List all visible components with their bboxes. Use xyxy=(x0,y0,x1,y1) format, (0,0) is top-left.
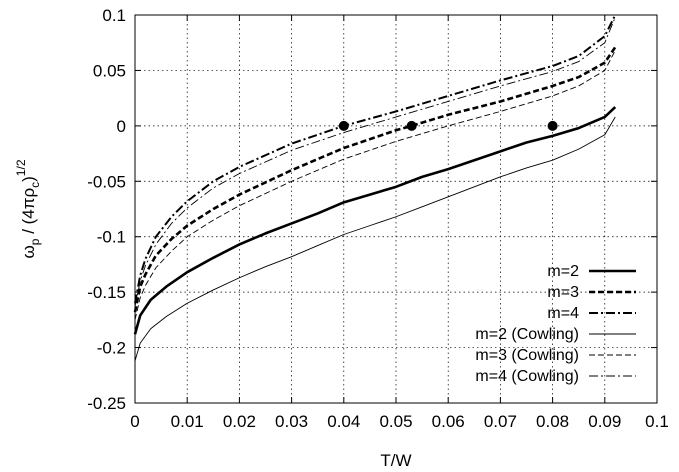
x-tick-label: 0.03 xyxy=(275,412,308,431)
x-tick-label: 0.07 xyxy=(484,412,517,431)
x-tick-label: 0 xyxy=(130,412,139,431)
data-point-marker xyxy=(547,120,558,131)
x-tick-label: 0.06 xyxy=(432,412,465,431)
series-line-2 xyxy=(133,46,617,313)
series-lines xyxy=(133,14,617,361)
grid xyxy=(135,15,657,403)
y-tick-label: -0.15 xyxy=(87,283,126,302)
y-axis-label-text: ωp / (4πρc)1/2 xyxy=(14,159,42,258)
legend-label-5: m=3 (Cowling) xyxy=(475,347,579,364)
series-line-4 xyxy=(134,116,616,361)
y-tick-label: -0.05 xyxy=(87,172,126,191)
axis-ticks: 0 0.01 0.02 0.03 0.04 0.05 0.06 0.07 0.08 0.09 0.1… xyxy=(87,6,669,431)
x-axis-label: T/W xyxy=(380,451,411,470)
series-line-6 xyxy=(134,17,616,307)
data-point-marker xyxy=(338,120,349,131)
x-tick-label: 0.1 xyxy=(645,412,669,431)
legend-label-4: m=2 (Cowling) xyxy=(475,326,579,343)
data-point-marker xyxy=(406,120,417,131)
series-line-5 xyxy=(134,50,616,320)
x-tick-label: 0.04 xyxy=(327,412,360,431)
y-tick-label: -0.2 xyxy=(97,339,126,358)
legend: m=2 m=3 m=4 m=2 (Cowling) m=3 (Cowling) m=4 (… xyxy=(475,263,636,385)
legend-label-6: m=4 (Cowling) xyxy=(475,368,579,385)
y-tick-label: 0.05 xyxy=(93,61,126,80)
legend-label-2: m=3 xyxy=(547,284,579,301)
x-tick-label: 0.05 xyxy=(379,412,412,431)
x-tick-label: 0.02 xyxy=(223,412,256,431)
y-tick-label: 0.1 xyxy=(102,6,126,25)
y-tick-label: -0.25 xyxy=(87,394,126,413)
y-tick-label: 0 xyxy=(117,117,126,136)
x-tick-label: 0.09 xyxy=(588,412,621,431)
x-tick-label: 0.08 xyxy=(536,412,569,431)
y-tick-label: -0.1 xyxy=(97,228,126,247)
legend-label-3: m=4 xyxy=(547,305,579,322)
x-tick-label: 0.01 xyxy=(171,412,204,431)
series-line-1 xyxy=(133,106,617,335)
data-markers xyxy=(338,120,558,131)
y-axis-label: ωp / (4πρc)1/2 xyxy=(14,159,42,258)
legend-label-1: m=2 xyxy=(547,263,579,280)
